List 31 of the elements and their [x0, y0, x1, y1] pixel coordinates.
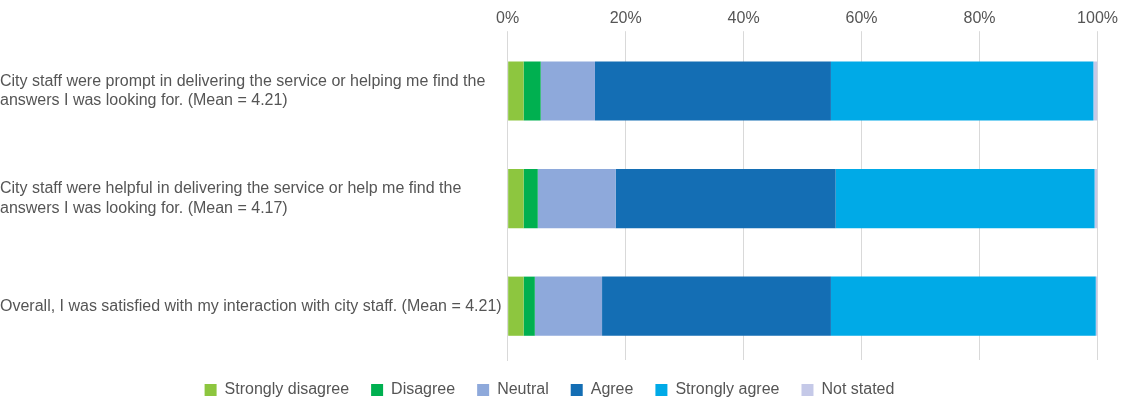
legend-label: Agree: [590, 380, 634, 398]
x-tick-label: 0%: [496, 9, 520, 27]
bar: [534, 276, 603, 336]
legend-label: Strongly agree: [675, 380, 780, 398]
bar: [594, 61, 831, 121]
bar: [508, 276, 524, 336]
bar: [830, 61, 1094, 121]
legend-label: Disagree: [391, 380, 456, 398]
x-tick-label: 80%: [963, 9, 996, 27]
y-tick-label: Overall, I was satisfied with my interaction with city staff. (Mean = 4.21): [0, 296, 502, 314]
bar: [615, 169, 836, 229]
bar: [508, 169, 524, 229]
x-tick-label: 60%: [845, 9, 878, 27]
legend-label: Neutral: [497, 380, 549, 398]
bar: [508, 61, 524, 121]
bar: [830, 276, 1096, 336]
bar: [540, 61, 595, 121]
x-tick-label: 20%: [609, 9, 642, 27]
bar: [523, 276, 535, 336]
bar: [523, 61, 541, 121]
bar: [602, 276, 831, 336]
bar: [537, 169, 616, 229]
bar: [523, 169, 538, 229]
bar: [1093, 61, 1098, 121]
x-tick-label: 40%: [727, 9, 760, 27]
y-tick-label: City staff were prompt in delivering the service or helping me find the answers I was looking for. (Mean = 4.21): [0, 71, 486, 109]
legend-label: Strongly disagree: [224, 380, 350, 398]
y-tick-label: City staff were helpful in delivering the service or help me find the answers I was looking for. (Mean = 4.17): [0, 179, 462, 216]
x-tick-label: 100%: [1077, 9, 1118, 27]
bar: [835, 169, 1095, 229]
legend-label: Not stated: [821, 380, 895, 398]
